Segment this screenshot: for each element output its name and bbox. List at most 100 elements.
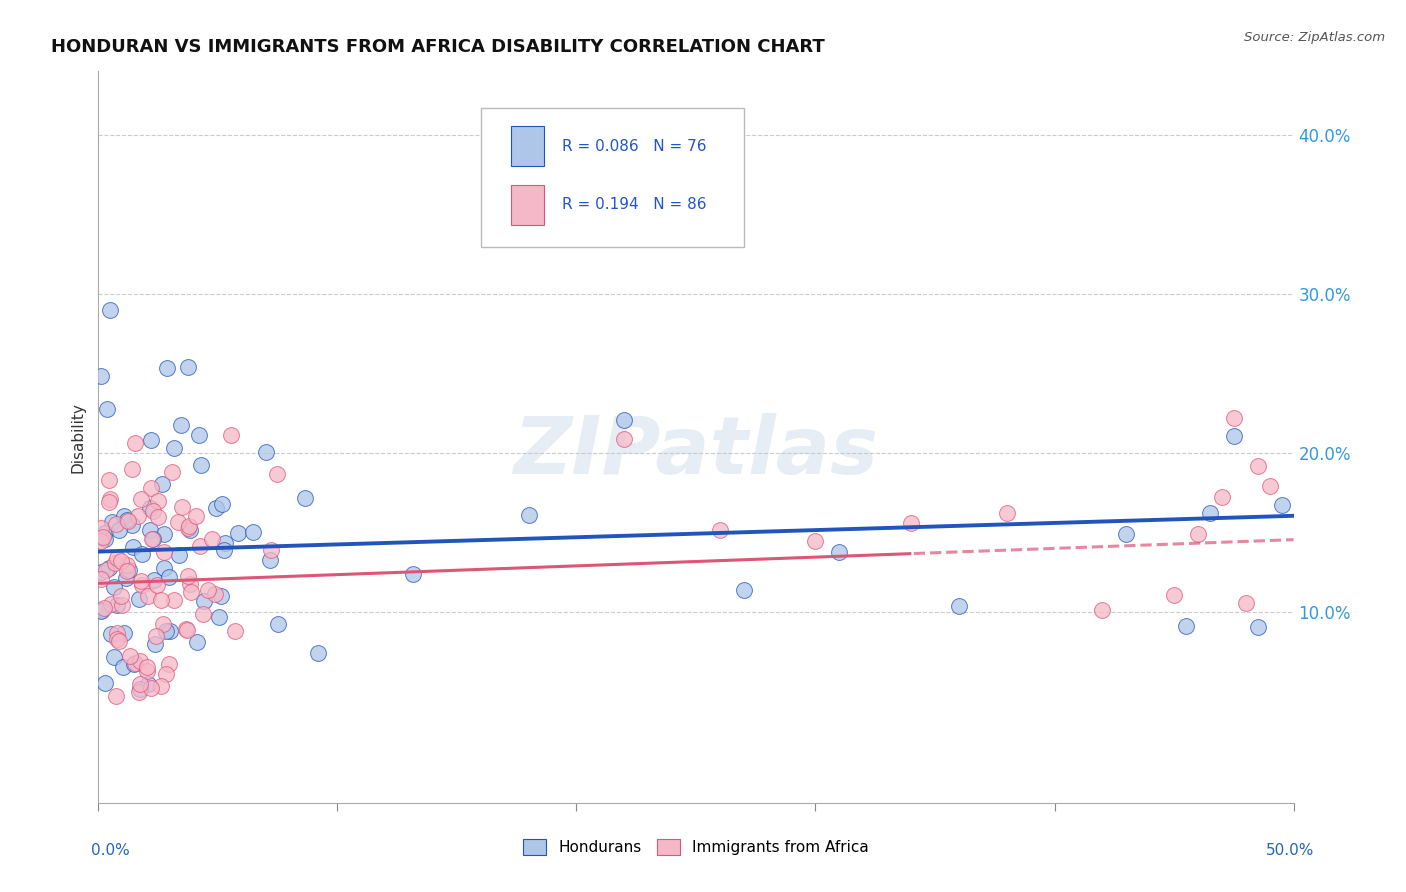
Point	[1247, 619, 1270, 633]
Point	[103, 649, 125, 664]
Point	[128, 592, 150, 607]
Point	[90, 572, 112, 586]
Point	[141, 481, 163, 495]
Point	[97, 473, 120, 487]
Point	[110, 590, 132, 604]
Point	[152, 544, 174, 558]
Point	[129, 681, 152, 696]
Point	[224, 624, 246, 638]
Point	[90, 368, 112, 383]
Point	[146, 493, 169, 508]
Point	[149, 593, 172, 607]
Text: R = 0.194   N = 86: R = 0.194 N = 86	[562, 197, 707, 212]
Point	[193, 594, 215, 608]
Point	[204, 587, 226, 601]
Point	[1091, 603, 1114, 617]
Point	[613, 432, 636, 446]
Point	[111, 599, 134, 613]
Point	[129, 677, 152, 691]
Point	[131, 547, 153, 561]
Point	[259, 553, 281, 567]
FancyBboxPatch shape	[481, 108, 744, 247]
Point	[948, 599, 970, 613]
Point	[167, 548, 190, 562]
Point	[90, 605, 112, 619]
Point	[127, 509, 149, 524]
Point	[100, 516, 122, 530]
Point	[177, 359, 200, 374]
Point	[139, 524, 162, 538]
Point	[1258, 479, 1281, 493]
Point	[145, 629, 167, 643]
Point	[212, 542, 235, 557]
Point	[124, 436, 146, 450]
Point	[613, 412, 636, 426]
Point	[115, 571, 138, 585]
Point	[128, 654, 150, 668]
Point	[188, 428, 211, 442]
Point	[160, 465, 183, 479]
Point	[91, 530, 114, 544]
Point	[163, 593, 186, 607]
Point	[121, 517, 143, 532]
Point	[105, 690, 128, 704]
Point	[103, 580, 125, 594]
Point	[1234, 596, 1257, 610]
Point	[266, 617, 288, 632]
Text: 50.0%: 50.0%	[1267, 843, 1315, 858]
Point	[163, 441, 186, 455]
Point	[121, 462, 143, 476]
Point	[1115, 527, 1137, 541]
Point	[156, 360, 179, 375]
Point	[94, 563, 117, 577]
Point	[90, 565, 112, 579]
Legend: Hondurans, Immigrants from Africa: Hondurans, Immigrants from Africa	[517, 833, 875, 861]
Point	[146, 578, 169, 592]
Point	[307, 646, 329, 660]
Point	[100, 627, 122, 641]
Point	[190, 458, 212, 472]
Point	[900, 516, 922, 530]
Point	[139, 500, 162, 515]
Point	[143, 637, 166, 651]
Point	[179, 523, 201, 537]
Point	[153, 561, 176, 575]
Point	[186, 635, 208, 649]
Point	[143, 573, 166, 587]
Point	[709, 523, 731, 537]
Point	[828, 545, 851, 559]
Point	[141, 532, 163, 546]
Point	[177, 569, 200, 583]
Point	[94, 533, 117, 547]
Point	[733, 582, 755, 597]
Point	[209, 590, 232, 604]
Point	[1163, 588, 1185, 602]
Point	[176, 521, 198, 535]
Point	[98, 560, 121, 574]
Point	[136, 590, 159, 604]
Point	[128, 685, 150, 699]
Point	[176, 623, 198, 637]
Point	[517, 508, 540, 522]
Point	[90, 521, 112, 535]
Point	[204, 501, 226, 516]
Point	[179, 577, 201, 591]
Point	[96, 402, 118, 417]
Point	[214, 536, 236, 550]
Point	[166, 515, 188, 529]
Point	[152, 617, 174, 632]
Point	[157, 657, 180, 672]
Point	[254, 445, 277, 459]
Point	[219, 427, 242, 442]
Point	[94, 525, 117, 540]
Point	[1223, 429, 1246, 443]
Point	[104, 556, 127, 570]
Point	[129, 492, 152, 507]
Point	[517, 231, 540, 245]
Point	[184, 509, 207, 524]
Point	[152, 526, 174, 541]
Point	[995, 507, 1018, 521]
Point	[150, 477, 173, 491]
Point	[402, 566, 425, 581]
Point	[142, 533, 165, 547]
